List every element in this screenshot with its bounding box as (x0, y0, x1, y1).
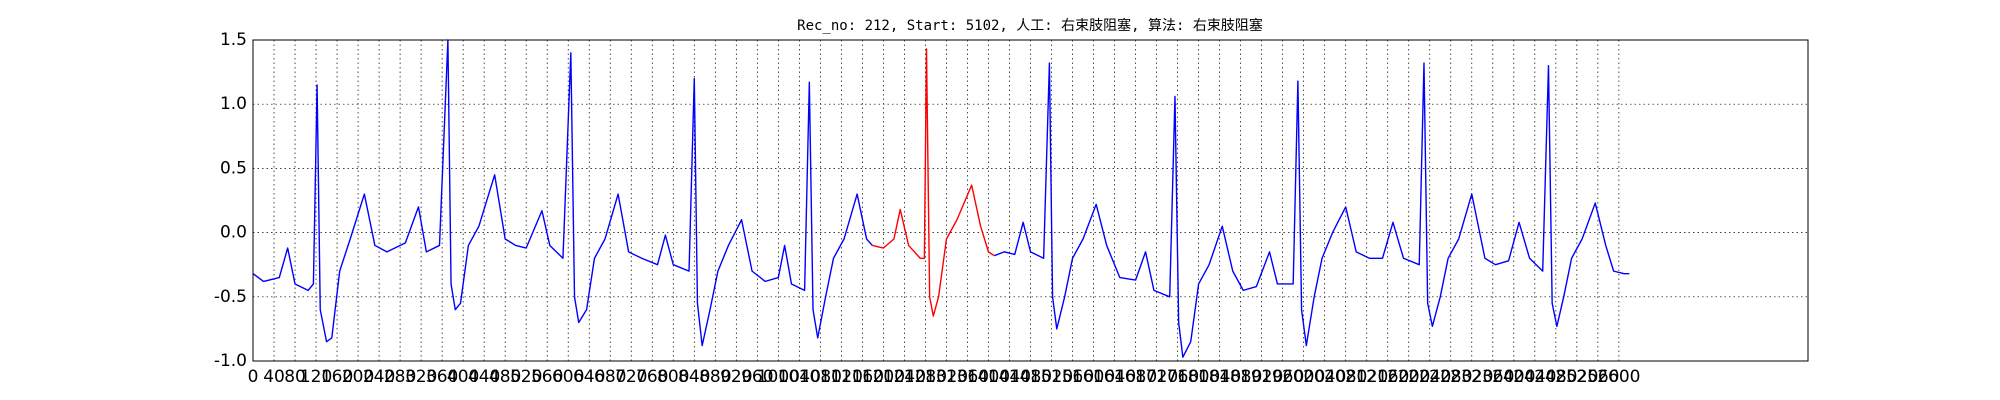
chart-title: Rec_no: 212, Start: 5102, 人工: 右束肢阻塞, 算法:… (797, 17, 1263, 34)
x-tick-label: 2080 (1324, 367, 1367, 387)
x-tick-label: 2600 (1597, 367, 1640, 387)
x-tick-label: 160 (321, 367, 353, 387)
x-tick-label: 320 (405, 367, 437, 387)
x-tick-label: 2200 (1387, 367, 1430, 387)
x-tick-label: 880 (699, 367, 731, 387)
ecg-line (872, 48, 995, 317)
ecg-line (252, 39, 1630, 358)
x-tick-label: 840 (678, 367, 710, 387)
x-tick-label: 480 (489, 367, 521, 387)
x-tick-label: 280 (384, 367, 416, 387)
x-tick-label: 680 (594, 367, 626, 387)
x-tick-label: 400 (447, 367, 479, 387)
x-tick-label: 0 (248, 367, 259, 387)
y-tick-label: 1.0 (220, 94, 247, 114)
x-tick-label: 80 (284, 367, 306, 387)
x-tick-label: 200 (342, 367, 374, 387)
x-tick-label: 1520 (1030, 367, 1073, 387)
x-tick-label: 2560 (1576, 367, 1619, 387)
x-tick-label: 2280 (1429, 367, 1472, 387)
y-tick-label: 0.5 (220, 158, 247, 178)
x-tick-label: 1320 (925, 367, 968, 387)
x-tick-label: 1480 (1009, 367, 1052, 387)
x-tick-label: 1960 (1261, 367, 1304, 387)
x-tick-label: 2520 (1555, 367, 1598, 387)
x-tick-label: 2440 (1513, 367, 1556, 387)
x-tick-label: 1680 (1114, 367, 1157, 387)
x-tick-label: 2000 (1282, 367, 1325, 387)
x-tick-label: 1080 (799, 367, 842, 387)
x-tick-label: 1160 (841, 367, 884, 387)
x-tick-label: 920 (720, 367, 752, 387)
x-tick-label: 1400 (967, 367, 1010, 387)
x-tick-label: 1560 (1051, 367, 1094, 387)
x-tick-label: 1640 (1093, 367, 1136, 387)
x-tick-label: 1760 (1156, 367, 1199, 387)
x-tick-label: 2160 (1366, 367, 1409, 387)
y-tick-label: 1.5 (220, 30, 247, 50)
x-tick-label: 960 (741, 367, 773, 387)
x-tick-label: 240 (363, 367, 395, 387)
x-tick-label: 1360 (946, 367, 989, 387)
x-tick-label: 800 (657, 367, 689, 387)
x-tick-label: 1000 (757, 367, 800, 387)
x-tick-label: 1440 (988, 367, 1031, 387)
x-tick-label: 1120 (820, 367, 863, 387)
x-tick-label: 120 (300, 367, 332, 387)
x-tick-label: 560 (531, 367, 563, 387)
x-tick-label: 1040 (778, 367, 821, 387)
x-tick-label: 360 (426, 367, 458, 387)
x-tick-label: 1720 (1135, 367, 1178, 387)
x-tick-label: 2040 (1303, 367, 1346, 387)
x-tick-label: 600 (552, 367, 584, 387)
x-tick-label: 1280 (904, 367, 947, 387)
x-tick-label: 1800 (1177, 367, 1220, 387)
x-tick-label: 640 (573, 367, 605, 387)
x-tick-label: 2480 (1534, 367, 1577, 387)
x-tick-label: 2400 (1492, 367, 1535, 387)
x-tick-label: 760 (636, 367, 668, 387)
y-tick-label: -1.0 (214, 351, 247, 371)
x-tick-label: 520 (510, 367, 542, 387)
x-tick-label: 1240 (883, 367, 926, 387)
y-tick-label: -0.5 (214, 287, 247, 307)
y-tick-label: 0.0 (220, 223, 247, 243)
x-tick-label: 2240 (1408, 367, 1451, 387)
x-tick-label: 1880 (1219, 367, 1262, 387)
x-tick-label: 720 (615, 367, 647, 387)
x-tick-label: 1840 (1198, 367, 1241, 387)
x-tick-label: 1200 (862, 367, 905, 387)
x-tick-label: 1600 (1072, 367, 1115, 387)
x-tick-label: 2360 (1471, 367, 1514, 387)
x-tick-label: 2320 (1450, 367, 1493, 387)
x-tick-label: 440 (468, 367, 500, 387)
plot-frame (252, 39, 1809, 362)
x-tick-label: 1920 (1240, 367, 1283, 387)
x-tick-label: 40 (263, 367, 285, 387)
x-tick-label: 2120 (1345, 367, 1388, 387)
